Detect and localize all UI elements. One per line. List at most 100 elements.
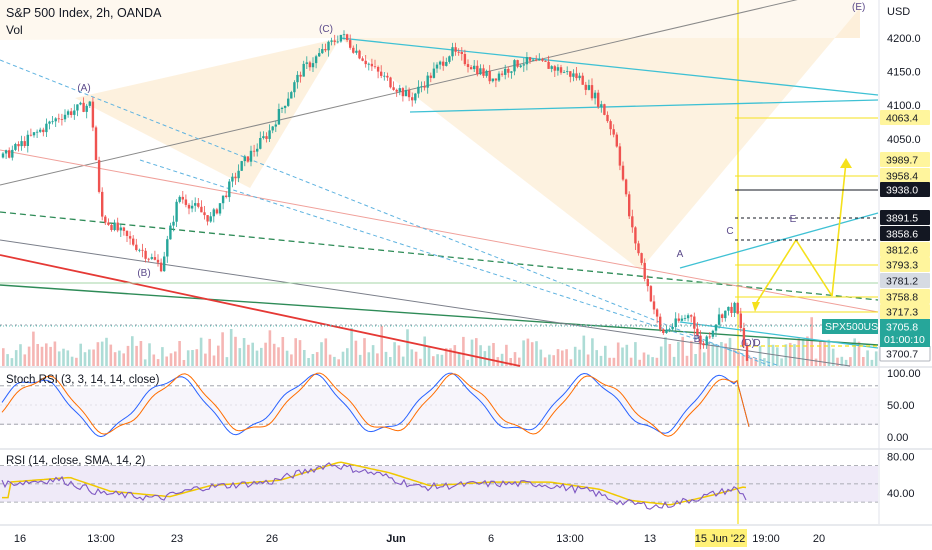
candle-body	[218, 203, 222, 214]
volume-bar	[122, 353, 125, 366]
candle-body	[550, 66, 553, 69]
candle-body	[581, 75, 584, 85]
candle-body	[107, 222, 110, 225]
volume-bar	[217, 345, 220, 366]
price-candles[interactable]	[1, 30, 749, 361]
wave-label: A	[677, 249, 684, 260]
volume-bar	[668, 344, 672, 366]
candle-body	[85, 105, 88, 112]
volume-bar	[358, 354, 362, 366]
candle-body	[342, 34, 346, 36]
volume-bar	[432, 356, 435, 366]
candle-body	[330, 40, 333, 42]
volume-bar	[797, 338, 801, 366]
wave-label: B	[694, 334, 701, 345]
candle-body	[197, 203, 200, 207]
volume-bar	[83, 352, 87, 366]
volume-bar	[45, 343, 48, 366]
volume-bar	[19, 344, 22, 366]
candle-body	[671, 327, 674, 330]
volume-bar	[75, 357, 78, 366]
candle-body	[665, 329, 668, 333]
volume-bar	[561, 350, 564, 366]
countdown-text: 01:00:10	[884, 334, 925, 346]
volume-bar	[651, 357, 654, 366]
candle-body	[122, 227, 126, 231]
volume-bar	[595, 350, 598, 366]
volume-bar	[810, 317, 813, 366]
candle-body	[742, 328, 746, 346]
price-label-text: 3793.3	[886, 260, 918, 272]
volume-bar	[500, 353, 504, 366]
volume-bar	[462, 336, 465, 366]
volume-bar	[406, 329, 409, 366]
volume-bar	[341, 351, 345, 366]
candle-body	[680, 318, 684, 321]
volume-bar	[625, 344, 629, 366]
volume-bar	[346, 348, 349, 366]
candle-body	[705, 336, 708, 346]
volume-bar	[290, 354, 293, 366]
volume-bar	[702, 352, 706, 366]
candle-body	[497, 73, 501, 81]
volume-bar	[2, 348, 5, 366]
volume-bar	[320, 342, 323, 366]
price-label-text: 3989.7	[886, 155, 918, 167]
volume-bar	[221, 332, 224, 366]
candle-body	[587, 85, 591, 90]
candle-body	[417, 86, 420, 94]
volume-bar	[737, 351, 740, 366]
candle-body	[17, 144, 20, 147]
volume-bar	[260, 347, 263, 366]
candle-body	[225, 195, 228, 197]
candle-body	[479, 68, 482, 75]
wave-label: E	[790, 214, 797, 225]
volume-bar	[178, 341, 181, 366]
candle-body	[652, 301, 656, 310]
volume-bar	[793, 344, 796, 366]
candle-body	[262, 136, 265, 138]
volume-bar	[487, 345, 491, 366]
volume-bar	[419, 358, 422, 366]
candle-body	[711, 330, 715, 337]
candle-body	[221, 195, 225, 204]
volume-bar	[681, 336, 684, 366]
candle-body	[572, 73, 575, 77]
candle-body	[63, 114, 67, 120]
time-axis[interactable]: 16 13:00 23 26 Jun 6 13:00 13 15 Jun '22 19:00 20	[14, 529, 825, 547]
volume-bar	[621, 347, 624, 366]
trend-red	[0, 254, 521, 367]
candle-body	[345, 34, 349, 41]
trend-gray-lower	[0, 239, 851, 367]
candle-body	[57, 118, 60, 120]
volume-bar	[376, 353, 379, 366]
candle-body	[190, 205, 194, 209]
candle-body	[271, 126, 274, 131]
volume-bar	[866, 350, 869, 366]
candle-body	[575, 73, 578, 79]
volume-bar	[238, 348, 242, 366]
wave-label: (B)	[137, 268, 150, 279]
volume-bar	[526, 338, 530, 366]
candle-body	[730, 306, 733, 313]
candle-body	[717, 314, 721, 325]
candle-body	[426, 75, 429, 88]
candle-body	[460, 52, 463, 54]
candle-body	[473, 65, 476, 70]
volume-bar	[229, 329, 233, 366]
volume-bar	[380, 325, 383, 366]
volume-bar	[272, 343, 276, 366]
price-tick-label: 4100.0	[887, 100, 921, 112]
price-axis[interactable]: 4200.0 4150.0 4100.0 4050.0 100.00 50.00 0.00 8…	[887, 33, 921, 500]
candle-body	[8, 150, 11, 158]
candle-body	[435, 64, 439, 69]
drawing-tools[interactable]	[0, 0, 879, 367]
time-tick-label: Jun	[386, 533, 406, 545]
candle-body	[91, 101, 95, 128]
candle-body	[296, 74, 299, 83]
candle-body	[702, 343, 705, 346]
candle-body	[463, 54, 467, 65]
volume-bar	[694, 354, 697, 366]
volume-bar	[191, 350, 194, 366]
